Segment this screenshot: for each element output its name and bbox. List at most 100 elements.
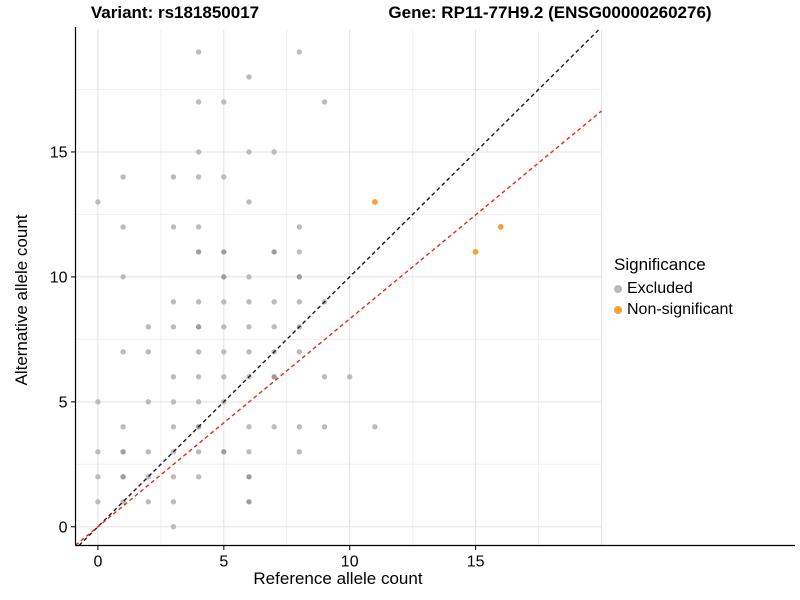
data-point-excluded [221, 249, 227, 255]
x-tick-label: 5 [219, 554, 228, 571]
data-point-excluded [221, 324, 227, 330]
data-point-excluded [95, 399, 101, 405]
data-point-excluded [296, 449, 303, 455]
data-point-excluded [195, 374, 202, 380]
data-point-excluded [246, 474, 252, 480]
data-point-excluded [296, 49, 303, 55]
data-point-excluded [195, 249, 202, 255]
legend-item-label: Non-significant [627, 301, 733, 318]
data-point-excluded [347, 374, 353, 380]
data-point-excluded [170, 474, 177, 480]
legend-title: Significance [614, 255, 706, 274]
data-point-excluded [170, 424, 177, 430]
data-point-excluded [246, 149, 252, 155]
data-point-excluded [296, 274, 303, 280]
data-point-excluded [246, 74, 252, 80]
data-point-excluded [170, 399, 177, 405]
data-point-excluded [296, 349, 303, 355]
excluded-dot-icon [614, 285, 622, 293]
data-point-excluded [145, 499, 151, 505]
data-point-excluded [95, 499, 101, 505]
y-axis-title: Alternative allele count [12, 214, 31, 386]
data-point-excluded [195, 299, 202, 305]
data-point-excluded [271, 299, 277, 305]
data-point-excluded [221, 99, 227, 105]
data-point-excluded [195, 99, 202, 105]
data-point-excluded [120, 474, 126, 480]
data-point-excluded [246, 274, 252, 280]
non-significant-dot-icon [614, 306, 622, 314]
data-point-excluded [120, 224, 126, 230]
data-point-excluded [296, 299, 303, 305]
data-point-excluded [120, 174, 126, 180]
data-point-excluded [170, 524, 177, 530]
legend-item-excluded: Excluded [614, 280, 733, 298]
fit-line [75, 110, 602, 546]
data-point-excluded [246, 299, 252, 305]
data-point-excluded [221, 174, 227, 180]
data-point-excluded [195, 149, 202, 155]
data-point-excluded [95, 449, 101, 455]
data-point-excluded [120, 424, 126, 430]
data-point-non-significant [497, 224, 504, 230]
x-tick-label: 10 [341, 554, 359, 571]
data-point-excluded [195, 224, 202, 230]
data-point-excluded [195, 474, 202, 480]
data-point-excluded [120, 449, 126, 455]
data-point-excluded [195, 349, 202, 355]
data-point-excluded [221, 299, 227, 305]
data-point-excluded [296, 224, 303, 230]
gene-title: Gene: RP11-77H9.2 (ENSG00000260276) [388, 3, 712, 22]
legend-item-label: Excluded [627, 280, 693, 297]
data-point-excluded [221, 349, 227, 355]
data-point-excluded [95, 474, 101, 480]
data-point-excluded [170, 324, 177, 330]
x-tick-label: 15 [467, 554, 485, 571]
data-point-excluded [195, 324, 202, 330]
y-tick-label: 5 [59, 394, 68, 411]
data-point-non-significant [472, 248, 479, 255]
data-point-excluded [120, 274, 126, 280]
data-point-excluded [246, 349, 252, 355]
data-point-excluded [372, 424, 378, 430]
data-point-excluded [170, 374, 177, 380]
y-tick-label: 15 [50, 144, 68, 161]
data-point-excluded [271, 324, 277, 330]
data-point-excluded [246, 324, 252, 330]
data-point-excluded [221, 449, 227, 455]
data-point-excluded [246, 199, 252, 205]
data-point-excluded [221, 274, 227, 280]
identity-line [78, 29, 599, 546]
data-point-excluded [246, 499, 252, 505]
x-tick-label: 0 [93, 554, 102, 571]
data-point-excluded [246, 449, 252, 455]
variant-title: Variant: rs181850017 [90, 3, 260, 22]
data-point-excluded [271, 374, 277, 380]
data-point-excluded [145, 324, 151, 330]
legend: Significance Excluded Non-significant [614, 255, 733, 319]
data-point-excluded [321, 374, 328, 380]
data-point-excluded [145, 449, 151, 455]
data-point-excluded [170, 499, 177, 505]
data-point-excluded [271, 249, 277, 255]
data-point-excluded [296, 249, 303, 255]
data-point-excluded [321, 99, 328, 105]
data-point-excluded [120, 349, 126, 355]
data-point-excluded [271, 149, 277, 155]
data-point-excluded [221, 374, 227, 380]
data-point-excluded [195, 399, 202, 405]
legend-item-non-significant: Non-significant [614, 301, 733, 319]
data-point-excluded [145, 399, 151, 405]
data-point-non-significant [371, 199, 378, 205]
data-point-excluded [271, 424, 277, 430]
y-tick-label: 0 [59, 519, 68, 536]
data-point-excluded [195, 449, 202, 455]
data-point-excluded [95, 199, 101, 205]
data-point-excluded [170, 299, 177, 305]
data-point-excluded [170, 174, 177, 180]
x-axis-title: Reference allele count [253, 569, 423, 588]
data-point-excluded [246, 424, 252, 430]
y-tick-label: 10 [50, 269, 68, 286]
